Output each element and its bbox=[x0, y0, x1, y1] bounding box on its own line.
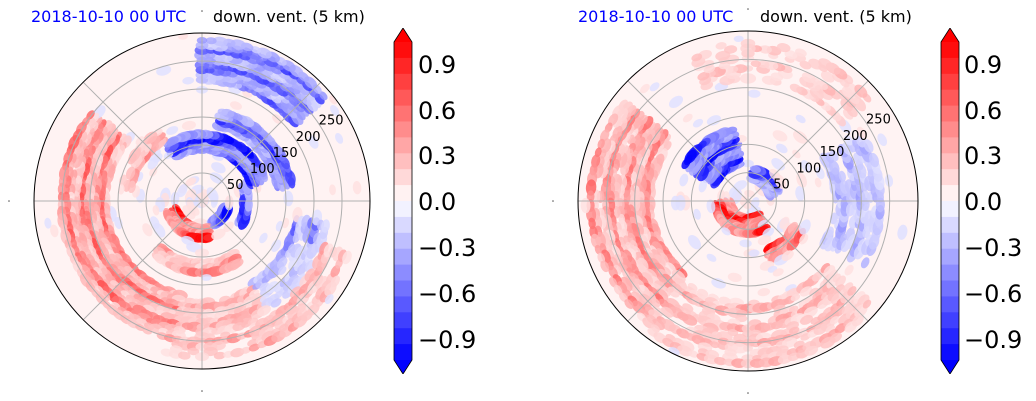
axis-dot bbox=[201, 10, 203, 12]
radial-tick-label: 200 bbox=[843, 129, 868, 144]
colorbar-level bbox=[941, 216, 959, 234]
colorbar-level bbox=[941, 89, 959, 106]
colorbar-level bbox=[941, 264, 959, 281]
colorbar-outline bbox=[940, 28, 960, 374]
radial-tick-label: 150 bbox=[273, 146, 298, 161]
colorbar-level bbox=[394, 328, 412, 345]
colorbar-bar bbox=[940, 28, 960, 374]
colorbar-level bbox=[394, 248, 412, 265]
polar-grid bbox=[34, 33, 370, 369]
plot-boundary bbox=[577, 30, 919, 372]
panel-right: 2018-10-10 00 UTC down. vent. (5 km) 50 1… bbox=[518, 0, 1036, 401]
axis-dot bbox=[8, 200, 10, 202]
radial-tick-label: 150 bbox=[820, 145, 845, 160]
colorbar-level bbox=[941, 42, 959, 59]
radial-tick-label: 250 bbox=[319, 114, 344, 129]
colorbar-bar bbox=[393, 28, 413, 374]
colorbar-level bbox=[941, 105, 959, 122]
colorbar-level bbox=[941, 121, 959, 138]
colorbar-level bbox=[394, 344, 412, 361]
panel-left: 2018-10-10 00 UTC down. vent. (5 km) 50 1… bbox=[8, 7, 477, 392]
colorbar-level bbox=[394, 73, 412, 91]
axis-dot bbox=[747, 8, 749, 10]
colorbar-level bbox=[941, 344, 959, 361]
colorbar-level bbox=[394, 169, 412, 186]
colorbar-level bbox=[941, 280, 959, 297]
axis-dot bbox=[747, 392, 749, 394]
colorbar-extend-min bbox=[394, 360, 412, 374]
colorbar-tick-label: −0.6 bbox=[964, 280, 1023, 308]
title-date: 2018-10-10 00 UTC bbox=[578, 7, 734, 26]
colorbar-level bbox=[941, 248, 959, 265]
colorbar-level bbox=[941, 169, 959, 186]
colorbar-level bbox=[394, 201, 412, 218]
colorbar-extend-max bbox=[941, 28, 959, 42]
radial-tick-label: 50 bbox=[227, 178, 244, 193]
colorbar-tick-label: 0.0 bbox=[964, 188, 1003, 216]
colorbar-level bbox=[941, 232, 959, 250]
axis-dot bbox=[201, 390, 203, 392]
colorbar-level bbox=[941, 137, 959, 154]
colorbar-level bbox=[394, 153, 412, 170]
colorbar-tick-label: 0.3 bbox=[418, 142, 457, 170]
colorbar-level bbox=[394, 42, 412, 59]
colorbar-extend-min bbox=[941, 360, 959, 374]
radial-tick-label: 100 bbox=[796, 161, 821, 176]
polar-grid bbox=[578, 31, 918, 371]
colorbar-tick-label: 0.6 bbox=[964, 97, 1003, 125]
colorbar-tick-label: −0.9 bbox=[418, 326, 477, 354]
colorbar-level bbox=[394, 121, 412, 138]
colorbar-level bbox=[394, 296, 412, 313]
colorbar-tick-label: −0.9 bbox=[964, 326, 1023, 354]
colorbar-level bbox=[394, 232, 412, 250]
colorbar-outline bbox=[393, 28, 413, 374]
colorbar-level bbox=[394, 105, 412, 122]
colorbar-tick-label: 0.0 bbox=[418, 188, 457, 216]
colorbar-level bbox=[394, 280, 412, 297]
colorbar-level bbox=[941, 57, 959, 75]
colorbar-level bbox=[941, 296, 959, 313]
colorbar-level bbox=[394, 137, 412, 154]
title-date: 2018-10-10 00 UTC bbox=[31, 7, 187, 26]
colorbar-level bbox=[941, 153, 959, 170]
title-variable: down. vent. (5 km) bbox=[760, 7, 912, 26]
colorbar-tick-label: 0.6 bbox=[418, 97, 457, 125]
radial-tick-label: 200 bbox=[296, 130, 321, 145]
radial-tick-label: 50 bbox=[773, 178, 790, 193]
colorbar-level bbox=[394, 264, 412, 281]
colorbar-tick-label: −0.6 bbox=[418, 280, 477, 308]
colorbar-level bbox=[394, 89, 412, 106]
plot-boundary bbox=[33, 32, 371, 370]
radial-tick-label: 100 bbox=[250, 162, 275, 177]
colorbar-level bbox=[394, 57, 412, 75]
colorbar-tick-label: 0.3 bbox=[964, 142, 1003, 170]
colorbar-level bbox=[941, 312, 959, 329]
colorbar-tick-label: 0.9 bbox=[964, 51, 1003, 79]
colorbar-level bbox=[941, 73, 959, 91]
colorbar-tick-label: −0.3 bbox=[964, 234, 1023, 262]
colorbar-level bbox=[394, 216, 412, 234]
radial-tick-label: 250 bbox=[866, 113, 891, 128]
colorbar-level bbox=[394, 312, 412, 329]
colorbar-extend-max bbox=[394, 28, 412, 42]
grid-spoke bbox=[627, 80, 869, 322]
title-variable: down. vent. (5 km) bbox=[213, 7, 365, 26]
colorbar-level bbox=[941, 201, 959, 218]
axis-dot bbox=[552, 200, 554, 202]
colorbar-tick-label: 0.9 bbox=[418, 51, 457, 79]
colorbar-level bbox=[941, 328, 959, 345]
colorbar-level bbox=[941, 185, 959, 202]
colorbar-tick-label: −0.3 bbox=[418, 234, 477, 262]
grid-spoke bbox=[82, 81, 322, 321]
colorbar-level bbox=[394, 185, 412, 202]
